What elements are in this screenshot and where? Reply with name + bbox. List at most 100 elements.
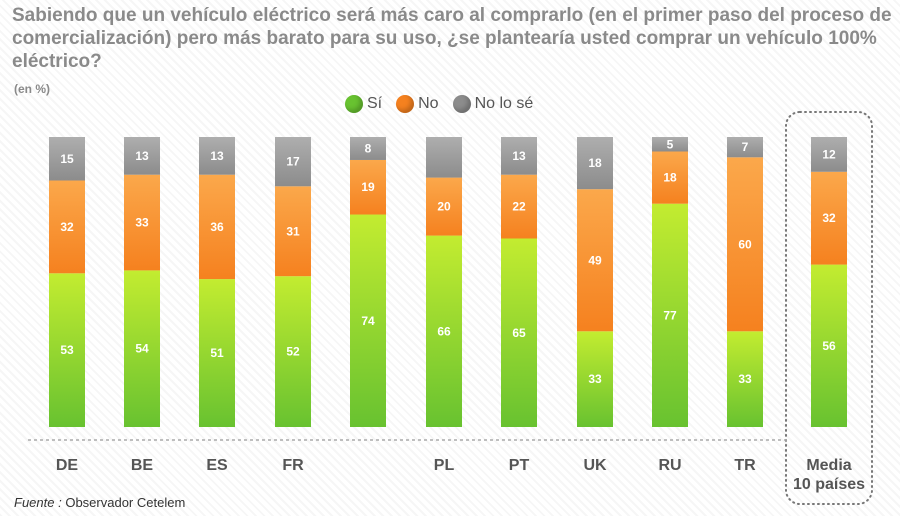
value-label-nolose-be: 13 (135, 149, 149, 163)
bar-segment-si-es (199, 279, 235, 427)
value-label-no-pl: 20 (437, 200, 451, 214)
bar-segment-nolose-blank (350, 137, 386, 160)
bar-segment-nolose-fr (275, 137, 311, 187)
bar-segment-nolose-be (124, 137, 160, 175)
category-label-be: BE (131, 457, 154, 474)
category-label-line-uk-0: UK (583, 457, 607, 474)
bar-segment-si-media-10-pa-ses (811, 264, 847, 427)
bar-segment-no-be (124, 174, 160, 271)
value-label-no-fr: 31 (286, 224, 300, 238)
value-label-no-de: 32 (60, 220, 74, 234)
source-label: Fuente : (14, 495, 62, 510)
bar-segment-si-pt (501, 238, 537, 427)
value-label-si-media-10-pa-ses: 56 (822, 339, 836, 353)
bar-segment-no-pt (501, 174, 537, 239)
source-note: Fuente : Observador Cetelem (14, 495, 185, 510)
value-label-si-fr: 52 (286, 345, 300, 359)
value-label-si-tr: 33 (738, 372, 752, 386)
value-label-no-be: 33 (135, 216, 149, 230)
category-label-line-be-0: BE (131, 457, 154, 474)
value-label-si-uk: 33 (588, 372, 602, 386)
value-label-nolose-de: 15 (60, 152, 74, 166)
value-label-nolose-fr: 17 (286, 155, 300, 169)
bar-segment-no-es (199, 174, 235, 280)
category-label-tr: TR (734, 457, 756, 474)
bar-segment-si-de (49, 273, 85, 427)
category-label-pl: PL (434, 457, 455, 474)
bar-segment-si-be (124, 270, 160, 427)
legend-item-no: No (396, 95, 439, 113)
legend-swatch-si (345, 95, 363, 113)
category-label-line-pt-0: PT (509, 457, 530, 474)
legend-swatch-no (396, 95, 415, 113)
value-label-nolose-blank: 8 (365, 141, 372, 155)
legend-item-si: Sí (345, 95, 382, 113)
category-label-fr: FR (282, 457, 304, 474)
bar-segment-nolose-de (49, 137, 85, 181)
value-label-no-media-10-pa-ses: 32 (822, 211, 836, 225)
value-label-nolose-tr: 7 (742, 140, 749, 154)
bar-segment-nolose-ru (652, 137, 688, 152)
bar-segment-no-de (49, 180, 85, 274)
value-label-si-pt: 65 (512, 326, 526, 340)
bar-segment-si-uk (577, 331, 613, 427)
category-label-line-es-0: ES (206, 457, 228, 474)
legend-swatch-nolose (452, 95, 471, 113)
category-label-uk: UK (583, 457, 607, 474)
category-label-line-media-10-pa-ses-0: Media (806, 457, 851, 474)
bar-segment-no-blank (350, 159, 386, 215)
category-label-de: DE (56, 457, 79, 474)
bar-segment-no-fr (275, 186, 311, 277)
bar-segment-no-pl (426, 177, 462, 236)
value-label-nolose-ru: 5 (667, 137, 674, 151)
unit-label: (en %) (14, 82, 50, 96)
value-label-no-es: 36 (210, 220, 224, 234)
category-label-pt: PT (509, 457, 530, 474)
bar-segment-no-uk (577, 189, 613, 332)
value-label-nolose-media-10-pa-ses: 12 (822, 147, 836, 161)
value-label-si-es: 51 (210, 346, 224, 360)
chart-legend: Sí No No lo sé (345, 92, 533, 116)
category-label-es: ES (206, 457, 228, 474)
value-label-no-ru: 18 (663, 171, 677, 185)
value-label-nolose-es: 13 (210, 149, 224, 163)
bar-segment-no-media-10-pa-ses (811, 171, 847, 265)
bar-segment-nolose-pt (501, 137, 537, 175)
value-label-si-pl: 66 (437, 324, 451, 338)
category-label-line-fr-0: FR (282, 457, 304, 474)
category-label-line-ru-0: RU (658, 457, 681, 474)
value-label-si-ru: 77 (663, 308, 677, 322)
bar-segment-nolose-pl (426, 137, 462, 178)
source-value: Observador Cetelem (65, 495, 186, 510)
bar-segment-si-ru (652, 203, 688, 427)
bar-segment-si-blank (350, 214, 386, 427)
legend-label-si: Sí (367, 95, 383, 112)
category-label-line-de-0: DE (56, 457, 79, 474)
legend-label-nolose: No lo sé (474, 95, 534, 112)
legend-label-no: No (418, 95, 439, 112)
value-label-no-uk: 49 (588, 253, 602, 267)
value-label-si-be: 54 (135, 342, 149, 356)
category-label-line-pl-0: PL (434, 457, 455, 474)
category-label-media-10-pa-ses: Media 10 países (793, 457, 865, 493)
category-label-ru: RU (658, 457, 681, 474)
value-label-no-tr: 60 (738, 237, 752, 251)
category-label-line-media-10-pa-ses-1: 10 países (793, 476, 865, 493)
value-label-nolose-uk: 18 (588, 156, 602, 170)
bar-segment-si-pl (426, 235, 462, 427)
bar-segment-no-tr (727, 157, 763, 332)
legend-item-nolose: No lo sé (452, 95, 534, 113)
value-label-si-de: 53 (60, 343, 74, 357)
value-label-no-blank: 19 (361, 180, 375, 194)
value-label-nolose-pt: 13 (512, 149, 526, 163)
bar-segment-no-ru (652, 151, 688, 204)
bar-segment-si-tr (727, 331, 763, 427)
value-label-si-blank: 74 (361, 314, 375, 328)
bar-segment-nolose-media-10-pa-ses (811, 137, 847, 172)
bar-segment-nolose-es (199, 137, 235, 175)
category-label-line-tr-0: TR (734, 457, 756, 474)
bar-segment-nolose-tr (727, 137, 763, 158)
chart-title: Sabiendo que un vehículo eléctrico será … (12, 5, 892, 72)
average-highlight-box (785, 111, 873, 505)
